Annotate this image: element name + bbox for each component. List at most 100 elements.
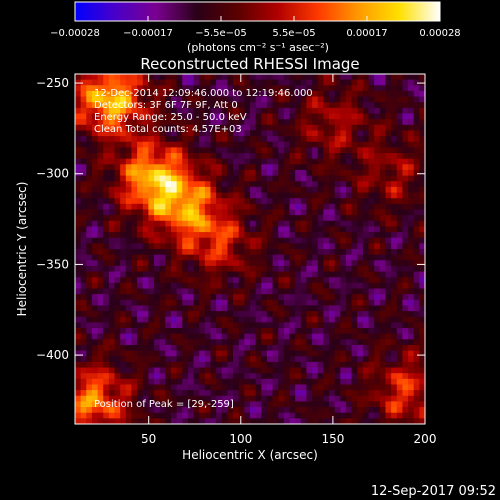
- heatmap-cell: [227, 322, 234, 329]
- heatmap-cell: [250, 384, 257, 391]
- heatmap-cell: [97, 339, 104, 346]
- heatmap-cell: [142, 322, 149, 329]
- heatmap-cell: [193, 395, 200, 403]
- heatmap-cell: [250, 107, 257, 115]
- heatmap-cell: [125, 390, 133, 397]
- heatmap-cell: [261, 74, 268, 81]
- heatmap-cell: [300, 79, 308, 86]
- heatmap-cell: [216, 232, 223, 239]
- heatmap-cell: [114, 305, 121, 312]
- heatmap-cell: [266, 299, 274, 307]
- heatmap-cell: [131, 90, 138, 98]
- heatmap-cell: [199, 243, 206, 250]
- heatmap-cell: [306, 237, 313, 244]
- heatmap-cell: [210, 169, 217, 177]
- heatmap-cell: [278, 209, 285, 216]
- heatmap-cell: [114, 412, 121, 419]
- heatmap-cell: [408, 316, 415, 323]
- heatmap-cell: [233, 119, 240, 126]
- heatmap-cell: [91, 265, 99, 273]
- heatmap-cell: [408, 232, 415, 239]
- heatmap-cell: [323, 85, 330, 92]
- heatmap-cell: [216, 288, 223, 295]
- heatmap-cell: [408, 158, 415, 165]
- footer-timestamp: 12-Sep-2017 09:52: [371, 484, 496, 499]
- heatmap-cell: [142, 209, 149, 216]
- heatmap-cell: [244, 107, 251, 115]
- heatmap-cell: [312, 339, 319, 346]
- heatmap-cell: [261, 299, 268, 307]
- heatmap-cell: [199, 305, 206, 312]
- heatmap-cell: [142, 220, 149, 228]
- heatmap-cell: [233, 169, 240, 177]
- heatmap-cell: [255, 164, 262, 171]
- heatmap-cell: [329, 277, 336, 284]
- heatmap-cell: [300, 378, 308, 386]
- heatmap-cell: [154, 299, 161, 307]
- heatmap-cell: [323, 288, 330, 295]
- heatmap-cell: [80, 107, 87, 115]
- heatmap-cell: [86, 232, 93, 239]
- heatmap-cell: [385, 373, 392, 380]
- heatmap-cell: [283, 249, 291, 256]
- heatmap-cell: [233, 305, 240, 312]
- heatmap-cell: [300, 373, 308, 380]
- peak-position-label: Position of Peak = [29,-259]: [94, 399, 234, 410]
- heatmap-cell: [385, 226, 392, 233]
- heatmap-cell: [334, 311, 341, 318]
- heatmap-cell: [221, 277, 229, 284]
- heatmap-cell: [340, 311, 347, 318]
- heatmap-cell: [176, 401, 183, 408]
- heatmap-cell: [227, 288, 234, 295]
- heatmap-cell: [402, 390, 409, 397]
- heatmap-cell: [261, 181, 268, 188]
- heatmap-cell: [125, 124, 133, 132]
- heatmap-cell: [142, 254, 149, 261]
- heatmap-cell: [306, 311, 313, 318]
- heatmap-cell: [362, 198, 370, 205]
- heatmap-cell: [408, 277, 415, 284]
- heatmap-cell: [210, 186, 217, 194]
- heatmap-cell: [283, 181, 291, 188]
- heatmap-cell: [193, 316, 200, 323]
- heatmap-cell: [368, 322, 375, 329]
- heatmap-cell: [306, 316, 313, 323]
- heatmap-cell: [419, 209, 425, 216]
- heatmap-cell: [165, 85, 172, 92]
- heatmap-cell: [362, 107, 370, 115]
- heatmap-cell: [131, 288, 138, 295]
- heatmap-cell: [114, 333, 121, 340]
- heatmap-cell: [283, 186, 291, 194]
- heatmap-cell: [306, 164, 313, 171]
- heatmap-cell: [125, 361, 133, 369]
- heatmap-cell: [187, 181, 195, 188]
- heatmap-cell: [345, 90, 353, 98]
- heatmap-cell: [176, 130, 183, 137]
- heatmap-cell: [148, 85, 155, 92]
- heatmap-cell: [227, 107, 234, 115]
- heatmap-cell: [408, 141, 415, 148]
- heatmap-cell: [351, 294, 358, 301]
- heatmap-cell: [329, 333, 336, 340]
- heatmap-cell: [114, 96, 121, 103]
- heatmap-cell: [295, 265, 302, 273]
- heatmap-cell: [120, 192, 127, 199]
- heatmap-cell: [97, 243, 104, 250]
- heatmap-cell: [165, 96, 172, 103]
- heatmap-cell: [340, 328, 347, 335]
- heatmap-cell: [227, 254, 234, 261]
- heatmap-cell: [329, 373, 336, 380]
- heatmap-cell: [351, 361, 358, 369]
- heatmap-cell: [295, 79, 302, 86]
- heatmap-cell: [103, 113, 110, 120]
- heatmap-cell: [419, 169, 425, 177]
- heatmap-cell: [131, 158, 138, 165]
- heatmap-cell: [233, 350, 240, 357]
- heatmap-cell: [125, 265, 133, 273]
- heatmap-cell: [227, 299, 234, 307]
- heatmap-cell: [300, 384, 308, 391]
- heatmap-cell: [289, 254, 296, 261]
- heatmap-cell: [408, 339, 415, 346]
- heatmap-cell: [413, 390, 420, 397]
- heatmap-cell: [272, 322, 279, 329]
